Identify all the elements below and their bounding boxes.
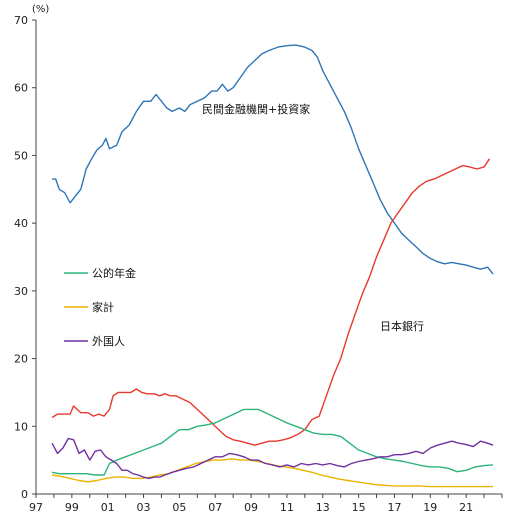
series-line-foreigners — [51, 437, 494, 480]
x-tick-label: 97 — [29, 501, 43, 514]
y-tick-label: 20 — [14, 353, 28, 366]
series-line-households — [51, 458, 493, 488]
x-tick-label: 05 — [172, 501, 186, 514]
x-tick-label: 07 — [208, 501, 222, 514]
legend-label-foreigners: 外国人 — [92, 335, 125, 348]
series-line-private_fi_investment_trusts — [52, 44, 494, 275]
annotation-boj: 日本銀行 — [380, 319, 424, 333]
y-tick-label: 10 — [14, 420, 28, 433]
y-unit-label: (%) — [32, 4, 49, 15]
x-tick-label: 19 — [423, 501, 437, 514]
series-line-public_pension — [51, 408, 494, 476]
series-lines — [51, 44, 494, 488]
axes: (%) 0 10 20 30 40 50 60 70 97 99 01 03 05 07 09 11 13 15 17… — [14, 4, 503, 514]
y-tick-label: 40 — [14, 217, 28, 230]
x-tick-label: 99 — [65, 501, 79, 514]
legend-label-households: 家計 — [92, 300, 114, 314]
x-tick-label: 03 — [137, 501, 151, 514]
y-tick-label: 0 — [21, 488, 28, 501]
x-tick-label: 11 — [280, 501, 294, 514]
y-tick-label: 60 — [14, 82, 28, 95]
legend-label-public_pension: 公的年金 — [92, 266, 136, 280]
x-tick-label: 21 — [459, 501, 473, 514]
x-tick-label: 13 — [316, 501, 330, 514]
y-tick-label: 50 — [14, 149, 28, 162]
annotation-private_fi_investment_trusts: 民間金融機関+投資家 — [202, 102, 310, 116]
x-tick-label: 15 — [352, 501, 366, 514]
y-tick-label: 70 — [14, 14, 28, 27]
y-tick-label: 30 — [14, 285, 28, 298]
x-tick-label: 17 — [387, 501, 401, 514]
series-line-boj — [51, 158, 491, 446]
x-tick-label: 09 — [244, 501, 258, 514]
x-tick-label: 01 — [101, 501, 115, 514]
